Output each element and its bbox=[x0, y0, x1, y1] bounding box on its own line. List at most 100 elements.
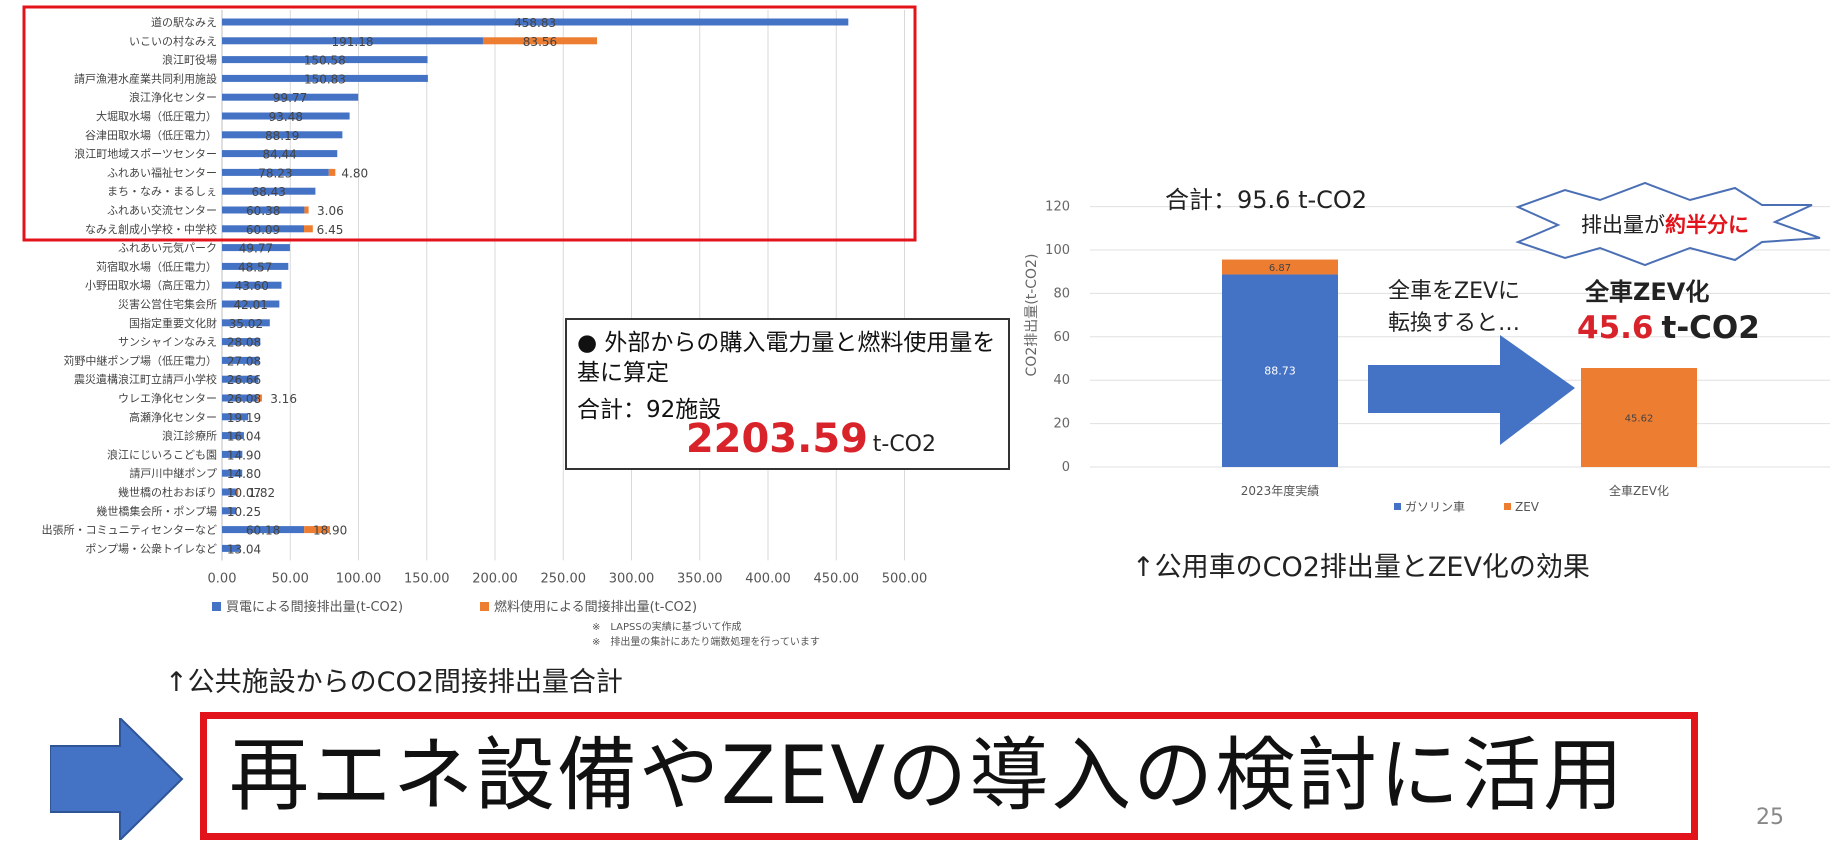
category-label: 道の駅なみえ bbox=[151, 15, 217, 29]
x-tick-labels: 0.00 50.00 100.00 150.00 200.00 250.00 300.00 3… bbox=[208, 571, 928, 586]
bars bbox=[222, 18, 849, 552]
conversion-text-1: 全車をZEVに bbox=[1388, 279, 1520, 304]
summary-bullet: ● 外部からの購入電力量と燃料使用量を基に算定 bbox=[577, 330, 996, 386]
left-caption: ↑公共施設からのCO2間接排出量合計 bbox=[165, 667, 623, 698]
y-tick-label: 0 bbox=[1062, 460, 1070, 475]
bar-purchased bbox=[222, 488, 236, 496]
bar-purchased bbox=[222, 168, 329, 176]
vehicle-legend: ガソリン車 ZEV bbox=[1394, 500, 1540, 514]
y-axis-label: CO2排出量(t-CO2) bbox=[1024, 254, 1040, 377]
legend-label-purchased: 買電による間接排出量(t-CO2) bbox=[226, 599, 403, 615]
category-label: 大堀取水場（低圧電力） bbox=[96, 109, 217, 123]
bar-purchased bbox=[222, 244, 290, 252]
bar-purchased bbox=[222, 206, 305, 214]
bar-purchased bbox=[222, 450, 243, 458]
bar-purchased bbox=[222, 93, 359, 101]
bar-fuel bbox=[304, 225, 313, 233]
value-label-fuel: 1.82 bbox=[248, 486, 275, 500]
category-label: 谷津田取水場（低圧電力） bbox=[85, 129, 217, 142]
x-tick-label: 250.00 bbox=[541, 571, 587, 586]
bar-purchased bbox=[222, 56, 428, 64]
category-label: 震災遺構浪江町立請戸小学校 bbox=[74, 372, 217, 386]
y-tick-label: 20 bbox=[1053, 417, 1070, 432]
value-label-purchased: 88.19 bbox=[265, 129, 299, 143]
value-label-fuel: 83.56 bbox=[523, 35, 557, 49]
bar-purchased bbox=[222, 225, 305, 233]
bar-purchased bbox=[222, 187, 316, 195]
value-label-purchased: 19.19 bbox=[227, 411, 261, 425]
value-label-purchased: 35.02 bbox=[229, 317, 263, 331]
bar-purchased bbox=[222, 131, 343, 139]
value-label-purchased: 99.77 bbox=[273, 91, 307, 105]
legend-label-gasoline: ガソリン車 bbox=[1405, 500, 1465, 514]
value-label-purchased: 150.58 bbox=[304, 54, 346, 68]
value-label-purchased: 150.83 bbox=[304, 72, 346, 86]
bar-purchased bbox=[222, 356, 259, 364]
burst-text: 排出量が約半分に bbox=[1581, 213, 1749, 237]
category-label: サンシャインなみえ bbox=[118, 336, 217, 349]
category-label: 請戸漁港水産業共同利用施設 bbox=[74, 71, 217, 85]
x-tick-label: 0.00 bbox=[208, 571, 237, 586]
category-label: 幾世橋集会所・ポンプ場 bbox=[96, 504, 217, 518]
category-label: 小野田取水場（高圧電力） bbox=[85, 278, 217, 292]
conclusion-box: 再エネ設備やZEVの導入の検討に活用 bbox=[200, 712, 1698, 840]
legend-swatch-purchased bbox=[212, 602, 221, 611]
bar-purchased bbox=[222, 74, 428, 82]
bar-zev bbox=[1581, 368, 1697, 467]
value-label-purchased: 10.25 bbox=[227, 505, 261, 519]
vehicle-bars: 88.73 6.87 45.62 bbox=[1222, 259, 1697, 467]
value-label-fuel: 18.90 bbox=[313, 524, 347, 538]
value-label-purchased: 16.04 bbox=[227, 430, 261, 444]
bar-fuel bbox=[328, 168, 336, 176]
category-label: ポンプ場・公衆トイレなど bbox=[85, 542, 217, 555]
right-caption: ↑公用車のCO2排出量とZEV化の効果 bbox=[1132, 552, 1590, 583]
value-label-purchased: 60.09 bbox=[246, 223, 280, 237]
bar-purchased bbox=[222, 319, 270, 327]
category-label: 浪江浄化センター bbox=[129, 90, 217, 104]
y-tick-label: 40 bbox=[1053, 373, 1070, 388]
bar-fuel bbox=[257, 394, 262, 402]
category-label: 浪江町役場 bbox=[162, 53, 217, 67]
page-number: 25 bbox=[1756, 805, 1784, 830]
value-label-purchased: 27.08 bbox=[227, 354, 261, 368]
value-label-purchased: 60.38 bbox=[246, 204, 280, 218]
bar-purchased bbox=[222, 413, 249, 421]
bar-purchased bbox=[222, 375, 259, 383]
category-label: ウレエ浄化センター bbox=[118, 391, 217, 405]
vehicle-total-label: 合計：95.6 t-CO2 bbox=[1165, 186, 1367, 214]
value-label-purchased: 48.57 bbox=[238, 260, 272, 274]
bar-zev bbox=[1222, 259, 1338, 275]
value-label-purchased: 10.07 bbox=[227, 486, 261, 500]
legend: 買電による間接排出量(t-CO2) 燃料使用による間接排出量(t-CO2) bbox=[212, 599, 697, 615]
category-label: 浪江にじいろこども園 bbox=[107, 447, 217, 461]
facility-emissions-chart: 道の駅なみえいこいの村なみえ浪江町役場請戸漁港水産業共同利用施設浪江浄化センター… bbox=[22, 5, 928, 648]
category-label: 苅宿取水場（低圧電力） bbox=[96, 259, 217, 273]
x-tick-label: 400.00 bbox=[745, 571, 791, 586]
note-2: ※ 排出量の集計にあたり端数処理を行っています bbox=[592, 635, 820, 648]
y-tick-label: 120 bbox=[1045, 200, 1070, 215]
bar-fuel bbox=[482, 37, 598, 45]
x-category-label: 全車ZEV化 bbox=[1609, 483, 1669, 498]
category-label: なみえ創成小学校・中学校 bbox=[85, 222, 217, 236]
value-label-purchased: 191.18 bbox=[331, 35, 373, 49]
value-label-fuel: 3.16 bbox=[270, 392, 297, 406]
category-label: 高瀬浄化センター bbox=[129, 410, 217, 424]
value-label-purchased: 60.18 bbox=[246, 524, 280, 538]
category-label: まち・なみ・まるしぇ bbox=[107, 185, 217, 198]
value-label-purchased: 43.60 bbox=[235, 279, 269, 293]
y-tick-label: 80 bbox=[1053, 286, 1070, 301]
category-label: ふれあい福祉センター bbox=[107, 165, 217, 179]
summary-total-unit: t-CO2 bbox=[872, 432, 936, 457]
bar-fuel bbox=[304, 526, 330, 534]
value-label-purchased: 78.23 bbox=[258, 166, 292, 180]
value-label-fuel: 3.06 bbox=[317, 204, 344, 218]
category-label: 請戸川中継ポンプ bbox=[129, 466, 217, 480]
value-label-purchased: 42.01 bbox=[233, 298, 267, 312]
bar-purchased bbox=[222, 281, 282, 289]
value-label-purchased: 84.44 bbox=[262, 148, 296, 162]
value-label-purchased: 26.66 bbox=[227, 373, 261, 387]
x-tick-label: 200.00 bbox=[472, 571, 518, 586]
conversion-arrow bbox=[1368, 335, 1575, 445]
note-1: ※ LAPSSの実績に基づいて作成 bbox=[592, 620, 741, 633]
x-tick-label: 450.00 bbox=[814, 571, 860, 586]
